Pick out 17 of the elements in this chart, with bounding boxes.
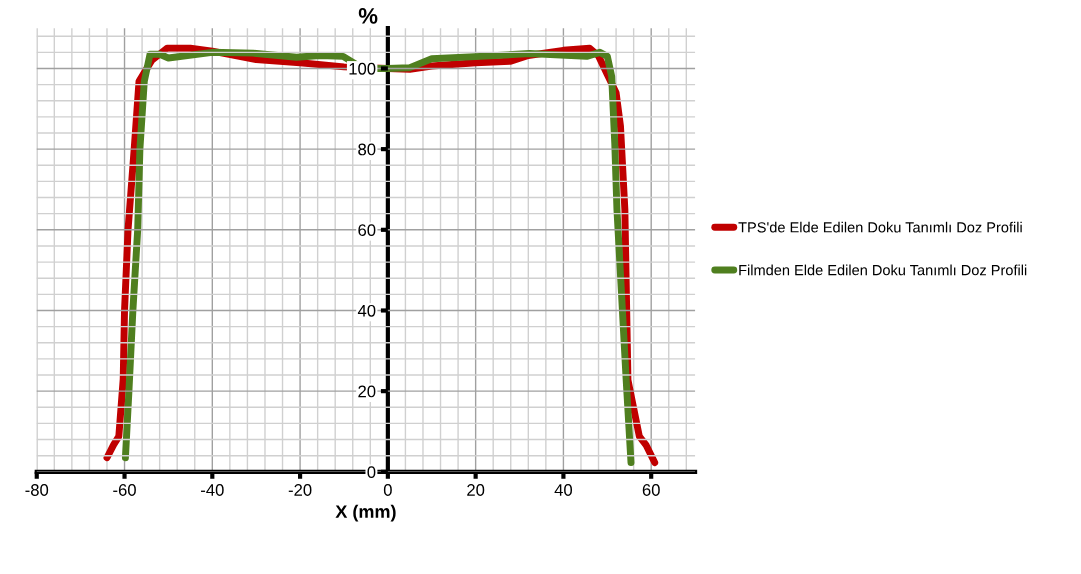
- x-tick-label: 40: [554, 484, 573, 496]
- y-tick-label: 40: [357, 304, 376, 317]
- x-tick-label: 60: [642, 484, 660, 496]
- y-tick-label: 20: [358, 385, 376, 398]
- y-tick-label: 80: [358, 143, 376, 156]
- legend-label: TPS'de Elde Edilen Doku Tanımlı Doz Profili: [738, 221, 1022, 233]
- x-tick-label: 20: [467, 484, 485, 496]
- legend-label: Filmden Elde Edilen Doku Tanımlı Doz Profili: [739, 264, 1027, 276]
- x-axis-title: X (mm): [335, 504, 396, 522]
- x-tick-label: 0: [383, 484, 392, 496]
- x-tick-label: -60: [113, 484, 136, 496]
- x-tick-label: -40: [201, 484, 224, 496]
- x-tick-label: -80: [25, 484, 49, 496]
- x-tick-label: -20: [288, 484, 312, 496]
- y-tick-label: 0: [367, 466, 376, 479]
- y-axis-title: %: [358, 8, 378, 24]
- y-tick-label: 60: [358, 224, 376, 237]
